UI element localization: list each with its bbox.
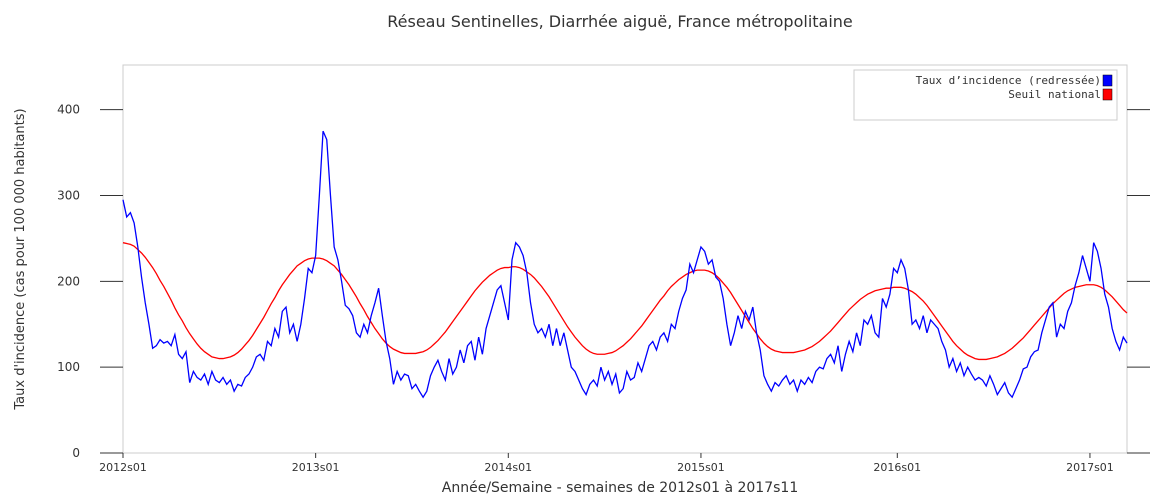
series-line [122, 130, 1128, 399]
y-tick-label: 100 [57, 360, 80, 374]
legend-swatch [1102, 74, 1113, 87]
y-tick-label: 200 [57, 274, 80, 288]
y-tick-label: 0 [72, 446, 80, 460]
x-axis-label: Année/Semaine - semaines de 2012s01 à 20… [442, 480, 798, 496]
y-tick-label: 300 [57, 188, 80, 202]
x-tick-label: 2017s01 [1066, 461, 1114, 474]
legend-box [853, 69, 1118, 121]
y-tick-label: 400 [57, 103, 80, 117]
series-line [122, 242, 1128, 361]
legend-label: Seuil national [1008, 88, 1101, 101]
x-tick-label: 2013s01 [292, 461, 340, 474]
x-tick-label: 2012s01 [99, 461, 147, 474]
x-tick-label: 2014s01 [484, 461, 532, 474]
chart-title: Réseau Sentinelles, Diarrhée aiguë, Fran… [387, 12, 853, 31]
plot-area [122, 64, 1128, 454]
x-tick-label: 2015s01 [677, 461, 725, 474]
legend-swatch [1102, 88, 1113, 101]
legend-label: Taux d’incidence (redressée) [916, 74, 1101, 87]
y-axis-label: Taux d'incidence (cas pour 100 000 habit… [13, 108, 28, 410]
x-tick-label: 2016s01 [873, 461, 921, 474]
